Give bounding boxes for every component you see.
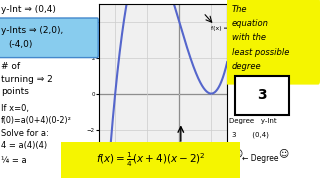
Text: f(x) ⇒: f(x) ⇒: [211, 26, 229, 31]
Text: If x=0,: If x=0,: [1, 103, 29, 112]
Text: points: points: [1, 87, 29, 96]
Text: $f(x) = \frac{1}{4}(x+4)(x-2)^2$: $f(x) = \frac{1}{4}(x+4)(x-2)^2$: [96, 151, 205, 169]
FancyBboxPatch shape: [225, 0, 320, 85]
Text: 4 = a(4)(4): 4 = a(4)(4): [1, 141, 47, 150]
Text: least possible: least possible: [232, 48, 289, 57]
Text: degree: degree: [232, 62, 261, 71]
Text: Degree   y-Int: Degree y-Int: [229, 118, 277, 124]
Text: ☺: ☺: [278, 148, 288, 158]
Text: 3: 3: [257, 88, 267, 102]
Text: (-4,0): (-4,0): [8, 40, 32, 50]
Text: y-Ints ⇒ (2,0),: y-Ints ⇒ (2,0),: [1, 26, 63, 35]
FancyBboxPatch shape: [0, 18, 98, 58]
Text: with the: with the: [232, 33, 266, 42]
FancyBboxPatch shape: [52, 140, 249, 180]
Text: 3       (0,4): 3 (0,4): [232, 132, 269, 138]
Text: Solve for a:: Solve for a:: [1, 129, 49, 138]
Text: ← Degree: ← Degree: [242, 154, 278, 163]
Text: equation: equation: [232, 19, 269, 28]
Text: turning ⇒ 2: turning ⇒ 2: [1, 75, 53, 84]
Text: f(0)=a(0+4)(0-2)²: f(0)=a(0+4)(0-2)²: [1, 116, 72, 125]
Text: y-Int ⇒ (0,4): y-Int ⇒ (0,4): [1, 4, 56, 14]
FancyBboxPatch shape: [235, 76, 289, 115]
Text: ¼ = a: ¼ = a: [1, 156, 27, 165]
Text: The: The: [232, 4, 247, 14]
Text: # of: # of: [1, 62, 20, 71]
Text: ☺: ☺: [232, 148, 242, 158]
